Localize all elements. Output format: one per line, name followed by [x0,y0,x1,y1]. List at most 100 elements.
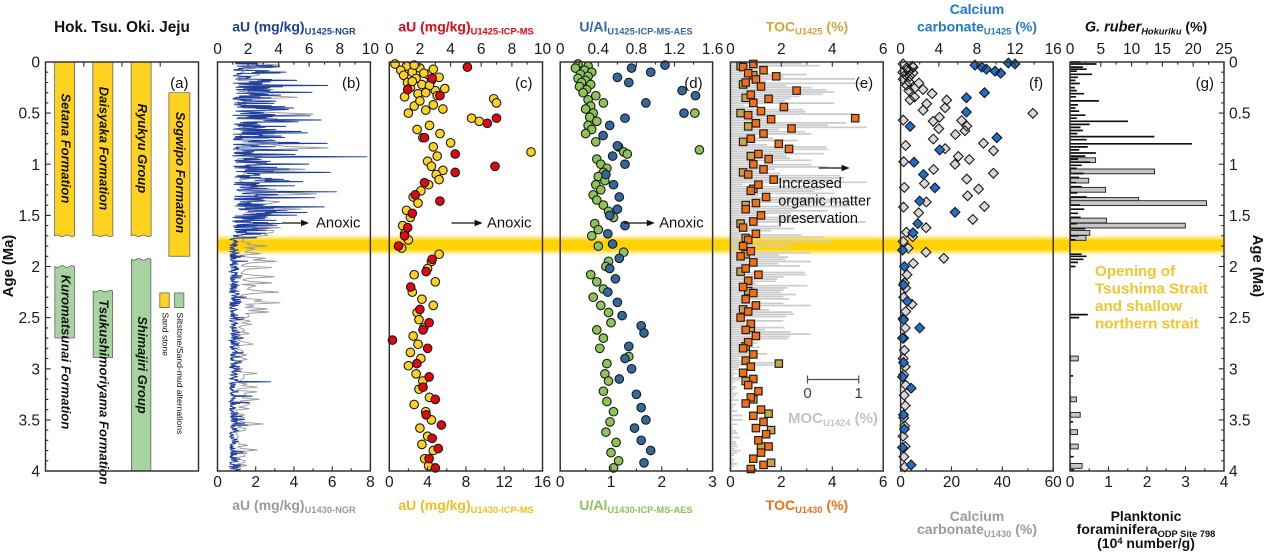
svg-text:60: 60 [1045,474,1063,491]
svg-text:20: 20 [1185,41,1203,58]
svg-text:Sand stone: Sand stone [160,313,170,357]
svg-text:northern strait: northern strait [1095,316,1199,333]
svg-text:0: 0 [726,41,735,58]
svg-text:Anoxic: Anoxic [487,216,532,232]
svg-text:0.8: 0.8 [626,41,648,58]
svg-text:15: 15 [1154,41,1171,58]
svg-text:1: 1 [1229,157,1238,174]
svg-text:6: 6 [328,474,337,491]
svg-text:(e): (e) [855,75,873,92]
svg-text:0: 0 [556,474,565,491]
svg-text:Sogwipo Formation: Sogwipo Formation [173,112,188,233]
svg-text:Opening of: Opening of [1095,263,1176,280]
svg-text:2: 2 [1143,474,1152,491]
svg-text:1: 1 [1104,474,1113,491]
svg-text:(a): (a) [170,75,188,92]
svg-text:1.2: 1.2 [664,41,686,58]
svg-text:2: 2 [657,474,666,491]
svg-text:Tsushima Strait: Tsushima Strait [1095,281,1208,298]
svg-text:Kuromatsunai Formation: Kuromatsunai Formation [58,275,73,430]
svg-text:10: 10 [534,41,552,58]
svg-text:0: 0 [1066,41,1075,58]
svg-text:4: 4 [828,474,837,491]
svg-text:preservation: preservation [778,211,858,227]
svg-text:3: 3 [1229,361,1238,378]
svg-text:(d): (d) [684,75,702,92]
svg-text:Age (Ma): Age (Ma) [1,235,17,298]
svg-text:0: 0 [213,41,222,58]
svg-text:4: 4 [290,474,299,491]
svg-text:0: 0 [31,55,40,72]
svg-text:MOCU1424 (%): MOCU1424 (%) [788,410,878,428]
svg-text:2.5: 2.5 [1229,310,1251,327]
svg-text:0: 0 [726,474,735,491]
svg-text:0.5: 0.5 [18,106,40,123]
svg-text:2: 2 [31,259,40,276]
svg-text:4: 4 [423,474,432,491]
svg-text:8: 8 [335,41,344,58]
svg-text:Increased: Increased [778,176,842,192]
svg-text:1: 1 [855,385,863,402]
svg-text:2: 2 [777,41,786,58]
svg-text:6: 6 [879,41,888,58]
svg-text:(f): (f) [1029,75,1043,92]
svg-text:12: 12 [1006,41,1023,58]
svg-text:8: 8 [973,41,982,58]
svg-text:4: 4 [828,41,837,58]
svg-text:0.4: 0.4 [588,41,610,58]
svg-text:12: 12 [496,474,513,491]
svg-text:Anoxic: Anoxic [316,216,361,232]
svg-text:Daisyaka Formation: Daisyaka Formation [97,87,112,211]
svg-text:16: 16 [1045,41,1062,58]
svg-text:2: 2 [777,474,786,491]
svg-text:6: 6 [305,41,314,58]
svg-text:Tsukushimoriyama Formation: Tsukushimoriyama Formation [97,299,112,484]
svg-text:Shimajiri Group: Shimajiri Group [135,316,150,414]
svg-text:0: 0 [896,474,905,491]
svg-text:3.5: 3.5 [1229,413,1251,430]
svg-text:0: 0 [556,41,565,58]
svg-text:40: 40 [994,474,1012,491]
svg-text:0: 0 [1229,55,1238,72]
svg-text:4: 4 [274,41,283,58]
svg-text:0.5: 0.5 [1229,106,1251,123]
svg-text:0: 0 [1066,474,1075,491]
svg-text:10: 10 [1123,41,1141,58]
svg-text:3.5: 3.5 [18,413,40,430]
svg-text:6: 6 [879,474,888,491]
svg-text:3: 3 [708,474,717,491]
svg-text:1.5: 1.5 [18,208,40,225]
svg-text:1.6: 1.6 [702,41,724,58]
svg-text:Anoxic: Anoxic [659,216,704,232]
svg-text:1: 1 [31,157,40,174]
svg-text:25: 25 [1215,41,1232,58]
svg-text:0: 0 [213,474,222,491]
svg-text:0: 0 [896,41,905,58]
svg-text:carbonateU1425 (%): carbonateU1425 (%) [917,19,1037,37]
svg-text:G. ruberHokuriku (%): G. ruberHokuriku (%) [1085,19,1207,37]
svg-text:(g): (g) [1196,75,1214,92]
svg-text:1.5: 1.5 [1229,208,1251,225]
svg-text:and shallow: and shallow [1095,298,1182,315]
svg-text:4: 4 [31,464,40,481]
svg-text:4: 4 [934,41,943,58]
svg-text:3: 3 [31,361,40,378]
svg-text:organic matter: organic matter [778,194,871,210]
svg-text:4: 4 [1229,464,1238,481]
svg-text:2: 2 [251,474,260,491]
svg-text:2: 2 [416,41,425,58]
svg-text:2: 2 [244,41,253,58]
svg-text:0: 0 [803,385,811,402]
svg-text:TOCU1430 (%): TOCU1430 (%) [766,497,848,515]
svg-text:0: 0 [385,474,394,491]
svg-text:0: 0 [385,41,394,58]
svg-text:8: 8 [462,474,471,491]
svg-text:8: 8 [366,474,375,491]
svg-text:Ryukyu Group: Ryukyu Group [135,104,150,194]
svg-text:1: 1 [607,474,616,491]
svg-text:4: 4 [1220,474,1229,491]
svg-text:4: 4 [446,41,455,58]
svg-text:16: 16 [534,474,551,491]
svg-text:carbonateU1430 (%): carbonateU1430 (%) [917,521,1037,539]
svg-text:Calcium: Calcium [950,1,1004,17]
